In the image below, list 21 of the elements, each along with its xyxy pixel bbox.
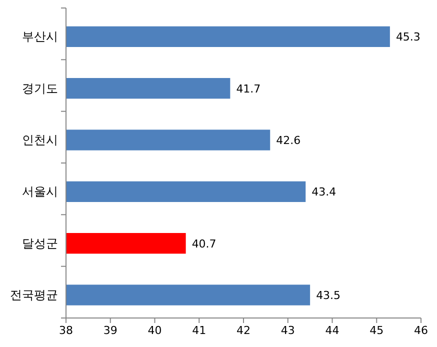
x-tick-label: 39: [103, 324, 118, 337]
x-tick-label: 46: [414, 324, 428, 337]
y-tick-label: 인천시: [22, 133, 58, 148]
x-tick-label: 38: [59, 324, 73, 337]
y-tick-label: 달성군: [22, 236, 58, 250]
x-tick-label: 42: [236, 324, 250, 337]
x-tick-label: 40: [148, 324, 162, 337]
y-tick-label: 서울시: [22, 184, 58, 199]
y-tick-label: 전국평균: [10, 288, 58, 302]
x-tick-label: 41: [192, 324, 206, 337]
x-tick-label: 44: [325, 324, 340, 337]
x-tick-label: 45: [370, 324, 384, 337]
data-label: 40.7: [192, 237, 216, 250]
data-label: 43.5: [316, 289, 341, 302]
data-label: 43.4: [312, 186, 336, 199]
y-tick-label: 부산시: [22, 30, 58, 44]
data-label: 45.3: [396, 30, 420, 44]
y-tick-label: 경기도: [22, 81, 58, 96]
data-label: 41.7: [236, 82, 261, 96]
x-tick-label: 43: [280, 324, 295, 337]
data-label: 42.6: [276, 134, 301, 148]
